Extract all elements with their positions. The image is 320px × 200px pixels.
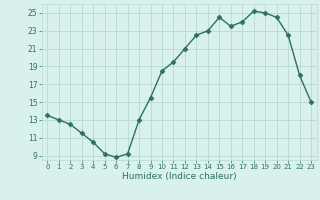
X-axis label: Humidex (Indice chaleur): Humidex (Indice chaleur) xyxy=(122,172,236,181)
